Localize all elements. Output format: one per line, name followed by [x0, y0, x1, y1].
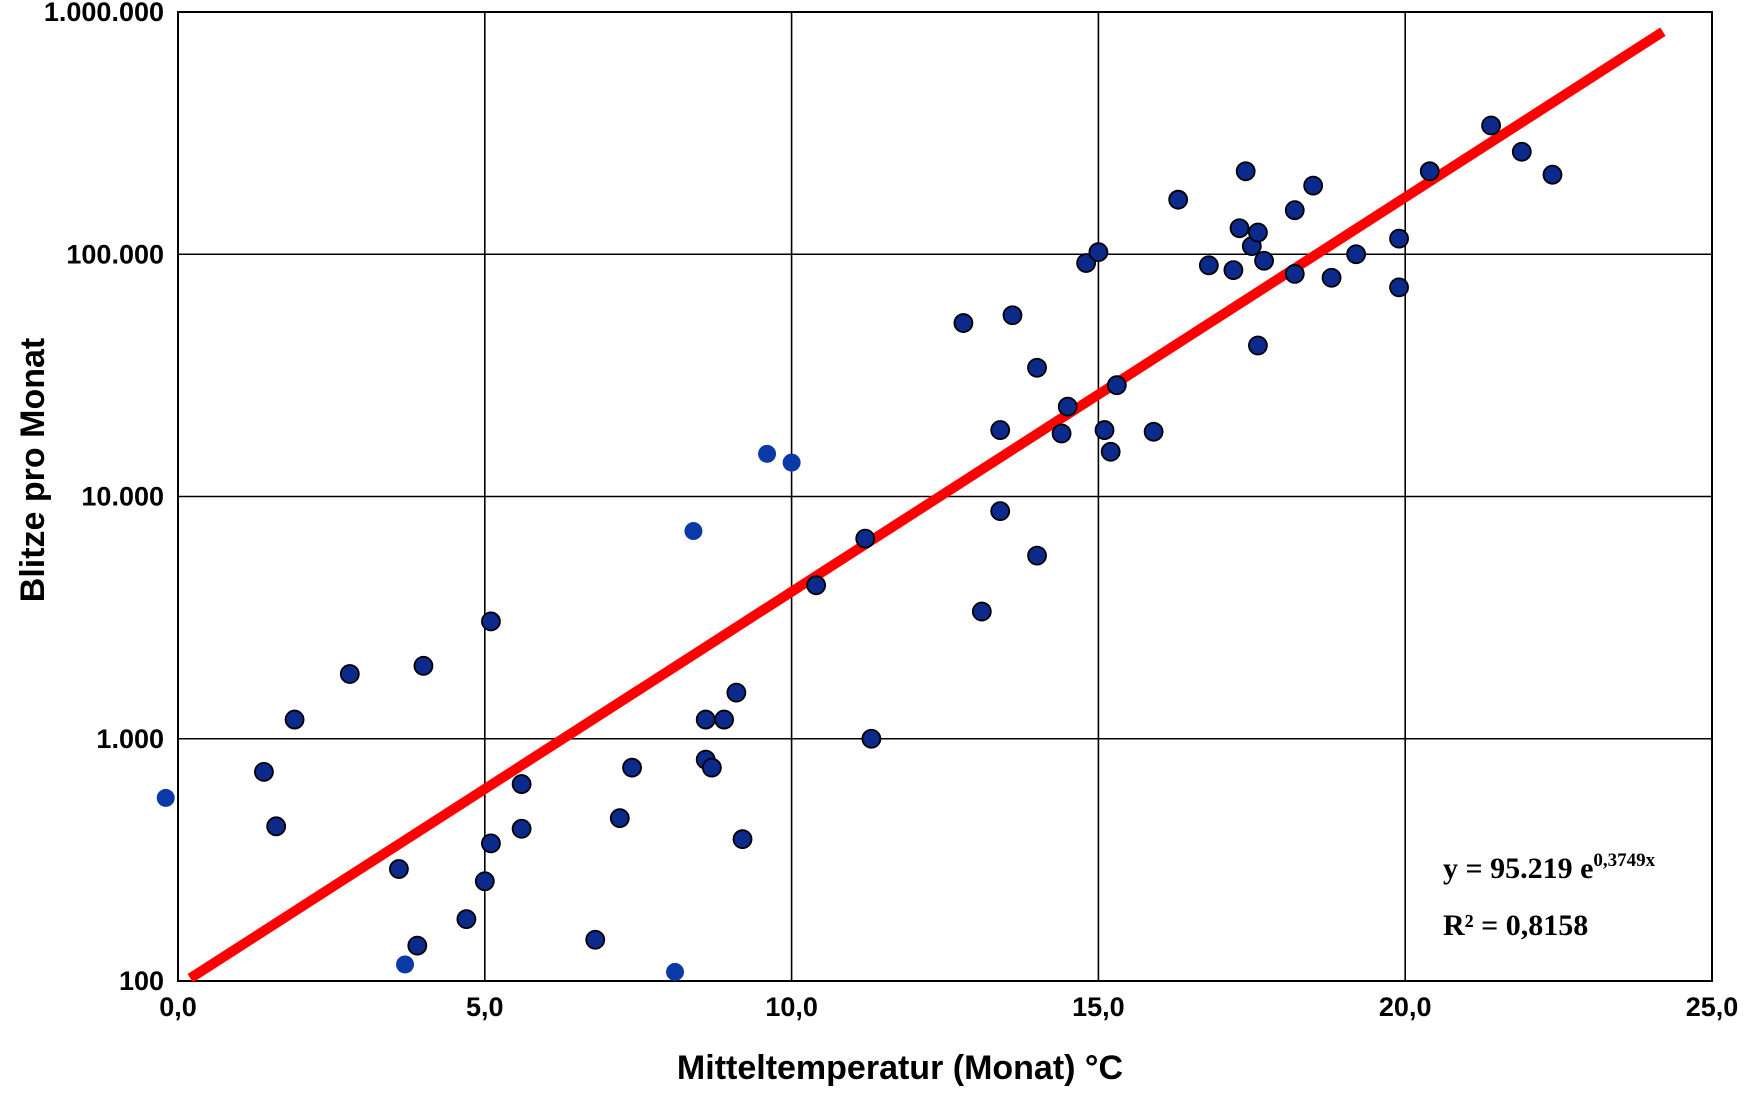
- data-point: [1223, 260, 1244, 281]
- x-tick-label: 15,0: [1072, 992, 1125, 1022]
- x-tick-label: 5,0: [466, 992, 504, 1022]
- data-point: [1481, 115, 1502, 136]
- svg-text:y = 95.219 e0,3749x: y = 95.219 e0,3749x: [1443, 850, 1656, 885]
- data-point: [622, 757, 642, 778]
- data-point: [1284, 263, 1305, 284]
- data-point: [782, 453, 801, 472]
- data-point: [511, 774, 532, 794]
- y-axis-title: Blitze pro Monat: [14, 338, 52, 602]
- data-point: [1088, 242, 1109, 263]
- data-point: [481, 833, 501, 854]
- data-point: [1248, 335, 1268, 356]
- data-point: [1002, 305, 1023, 326]
- x-tick-label: 25,0: [1686, 992, 1739, 1022]
- equation-exponent: 0,3749x: [1593, 850, 1655, 871]
- data-point: [1198, 255, 1219, 276]
- data-point: [695, 709, 716, 730]
- data-point: [1235, 161, 1256, 182]
- data-point: [726, 682, 747, 703]
- data-point: [1143, 421, 1164, 442]
- data-point: [1321, 267, 1342, 288]
- data-point: [1100, 441, 1121, 462]
- x-tick-labels: 0,0 5,0 10,0 15,0 20,0 25,0: [159, 992, 1738, 1022]
- y-tick-label: 1.000.000: [44, 0, 164, 27]
- data-point: [1106, 375, 1127, 396]
- data-point: [156, 788, 175, 807]
- data-point: [990, 420, 1011, 440]
- data-point: [396, 955, 415, 974]
- data-point: [407, 935, 428, 956]
- data-points: [156, 115, 1563, 981]
- data-point: [1248, 222, 1268, 243]
- data-point: [758, 444, 777, 463]
- r-squared-label: R² = 0,8158: [1443, 909, 1588, 942]
- trendline-equation: y = 95.219 e0,3749x: [1443, 850, 1656, 885]
- data-point: [1346, 244, 1367, 265]
- x-tick-label: 20,0: [1379, 992, 1432, 1022]
- equation-base: y = 95.219 e: [1443, 852, 1593, 885]
- data-point: [732, 829, 753, 850]
- x-tick-label: 10,0: [765, 992, 818, 1022]
- data-point: [474, 871, 495, 892]
- data-point: [585, 929, 606, 950]
- data-point: [855, 528, 876, 549]
- data-point: [1542, 164, 1563, 185]
- data-point: [1229, 218, 1250, 239]
- data-point: [990, 501, 1011, 522]
- data-point: [1027, 545, 1047, 566]
- data-point: [714, 709, 735, 730]
- data-point: [413, 655, 434, 676]
- data-point: [1051, 423, 1072, 444]
- y-tick-label: 10.000: [81, 482, 164, 512]
- data-point: [339, 664, 360, 684]
- data-point: [971, 601, 992, 622]
- data-point: [1303, 175, 1324, 196]
- x-axis-title: Mitteltemperatur (Monat) °C: [677, 1049, 1123, 1087]
- data-point: [806, 575, 827, 596]
- data-point: [1076, 253, 1097, 273]
- x-tick-label: 0,0: [159, 992, 197, 1022]
- data-point: [1027, 357, 1047, 378]
- y-tick-label: 100: [119, 966, 164, 996]
- data-point: [1511, 141, 1532, 162]
- data-point: [284, 709, 305, 730]
- data-point: [456, 909, 477, 930]
- data-point: [1057, 396, 1078, 417]
- data-point: [1168, 189, 1189, 210]
- data-point: [609, 808, 630, 829]
- data-point: [266, 816, 287, 837]
- data-point: [701, 757, 722, 778]
- data-point: [254, 761, 274, 782]
- data-point: [1419, 161, 1440, 182]
- data-point: [684, 522, 703, 541]
- data-point: [1254, 250, 1274, 271]
- y-tick-label: 1.000: [96, 724, 164, 754]
- data-point: [1094, 420, 1115, 440]
- exponential-trendline: [187, 27, 1666, 983]
- data-point: [388, 859, 409, 879]
- data-point: [481, 611, 501, 632]
- data-point: [511, 818, 532, 839]
- data-point: [1389, 277, 1409, 298]
- y-tick-label: 100.000: [66, 239, 164, 269]
- data-point: [953, 313, 974, 333]
- data-point: [861, 728, 882, 749]
- data-point: [1284, 200, 1305, 221]
- data-point: [1389, 228, 1409, 249]
- y-tick-labels: 100 1.000 10.000 100.000 1.000.000: [44, 0, 164, 996]
- trendline-layer: [187, 27, 1666, 983]
- data-point: [666, 962, 685, 981]
